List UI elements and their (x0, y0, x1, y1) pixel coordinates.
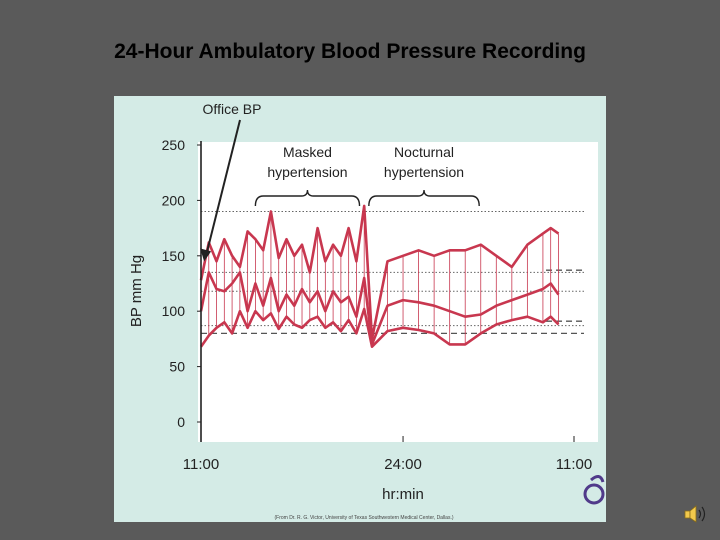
y-tick-label-150: 150 (162, 248, 186, 264)
y-tick-label-100: 100 (162, 303, 186, 319)
x-tick-label-2: 11:00 (556, 456, 592, 473)
x-tick-label-1: 24:00 (384, 456, 422, 473)
annotation-1-bracket (254, 189, 361, 207)
series-line-2 (199, 307, 560, 348)
chart-figure: 0 50 100 150 200 250 11:00 24:00 11:00 Office BP… (114, 96, 606, 522)
slide-title: 24-Hour Ambulatory Blood Pressure Record… (114, 40, 586, 63)
office-bp-arrow-line (206, 119, 241, 252)
annotation-2-line1: Nocturnal (394, 144, 454, 160)
x-axis-label: hr:min (382, 486, 424, 503)
elsevier-tree-logo (583, 475, 605, 505)
annotation-2-bracket (368, 189, 480, 207)
office-bp-arrow-head (200, 248, 212, 262)
series-line-0 (199, 204, 560, 341)
y-tick-label-50: 50 (169, 359, 185, 375)
x-tick-label-0: 11:00 (183, 456, 219, 473)
y-tick-label-0: 0 (177, 414, 185, 430)
annotation-1-line2: hypertension (267, 164, 347, 180)
annotation-2-line2: hypertension (384, 164, 464, 180)
bp-chart: 0 50 100 150 200 250 11:00 24:00 11:00 Office BP… (128, 101, 605, 521)
y-tick-label-250: 250 (162, 137, 186, 153)
series-line-1 (199, 271, 560, 346)
speaker-icon[interactable] (683, 503, 709, 525)
y-axis-label: BP mm Hg (128, 255, 145, 327)
annotation-office-bp: Office BP (203, 101, 262, 117)
annotation-1-line1: Masked (283, 144, 332, 160)
y-tick-label-200: 200 (162, 192, 186, 208)
figure-credit: (From Dr. R. G. Victor, University of Te… (274, 515, 453, 521)
